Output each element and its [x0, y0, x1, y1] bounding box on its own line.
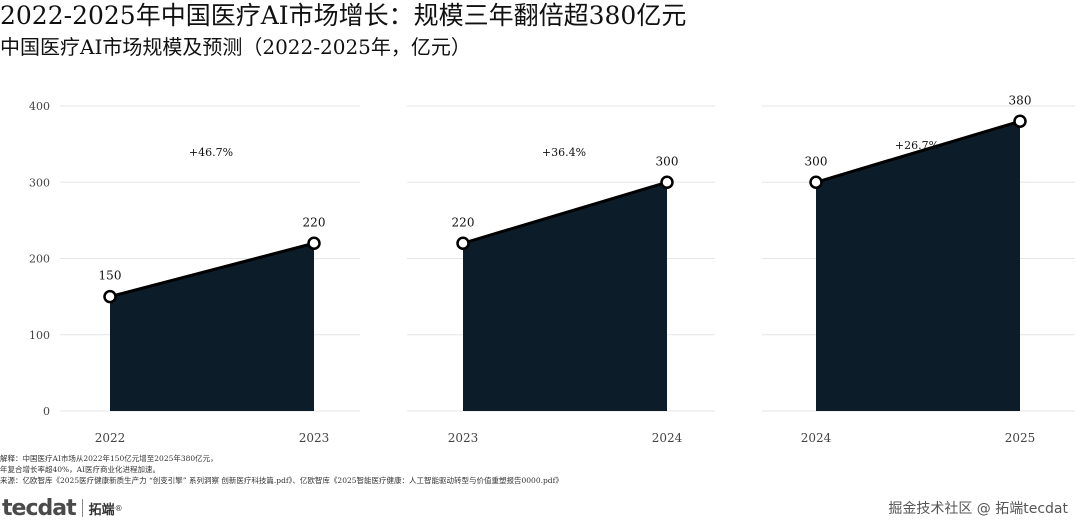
- growth-label: +36.4%: [542, 146, 586, 159]
- data-label: 150: [99, 269, 122, 283]
- x-tick-label: 2024: [801, 431, 832, 445]
- y-tick-label: 400: [29, 100, 50, 113]
- data-point: [660, 175, 674, 189]
- logo-divider: [81, 499, 83, 517]
- series-line: [109, 241, 315, 299]
- x-tick-label: 2025: [1005, 431, 1036, 445]
- data-label: 300: [656, 154, 679, 168]
- data-label: 220: [303, 215, 326, 229]
- series-line: [815, 119, 1021, 184]
- data-label: 220: [452, 215, 475, 229]
- footnotes: 解释：中国医疗AI市场从2022年150亿元增至2025年380亿元， 年复合增…: [0, 453, 563, 486]
- x-tick-label: 2023: [299, 431, 330, 445]
- data-point: [456, 236, 470, 250]
- watermark: 掘金技术社区 @ 拓端tecdat: [888, 501, 1068, 517]
- chart-title: 2022-2025年中国医疗AI市场增长：规模三年翻倍超380亿元: [0, 1, 687, 30]
- growth-label: +26.7%: [895, 139, 939, 152]
- footnote-line: 来源：亿欧智库《2025医疗健康新质生产力 “创变引擎” 系列洞察 创新医疗科技…: [0, 476, 563, 485]
- data-label: 380: [1009, 93, 1032, 107]
- footnote-line: 年复合增长率超40%，AI医疗商业化进程加速。: [0, 465, 161, 474]
- logo-registered-mark: ®: [114, 503, 123, 513]
- area-fill: [463, 182, 667, 411]
- growth-label: +46.7%: [189, 146, 233, 159]
- data-point: [809, 175, 823, 189]
- y-tick-label: 0: [43, 405, 50, 418]
- logo-name: 拓端: [88, 502, 115, 518]
- area-fill: [110, 243, 314, 411]
- y-tick-label: 200: [29, 253, 50, 266]
- area-fill: [816, 121, 1020, 411]
- data-point: [307, 236, 321, 250]
- footnote-line: 解释：中国医疗AI市场从2022年150亿元增至2025年380亿元，: [0, 454, 218, 463]
- logo-mark: tecdat: [2, 495, 77, 521]
- x-tick-label: 2023: [448, 431, 479, 445]
- y-tick-label: 100: [29, 329, 50, 342]
- data-point: [1013, 114, 1027, 128]
- chart-subtitle: 中国医疗AI市场规模及预测（2022-2025年，亿元）: [0, 35, 471, 59]
- data-label: 300: [805, 154, 828, 168]
- y-tick-label: 300: [29, 176, 50, 189]
- data-point: [103, 289, 117, 304]
- brand-logo: tecdat 拓端 ®: [2, 495, 123, 521]
- x-tick-label: 2024: [652, 431, 683, 445]
- series-line: [462, 180, 668, 245]
- x-tick-label: 2022: [95, 431, 126, 445]
